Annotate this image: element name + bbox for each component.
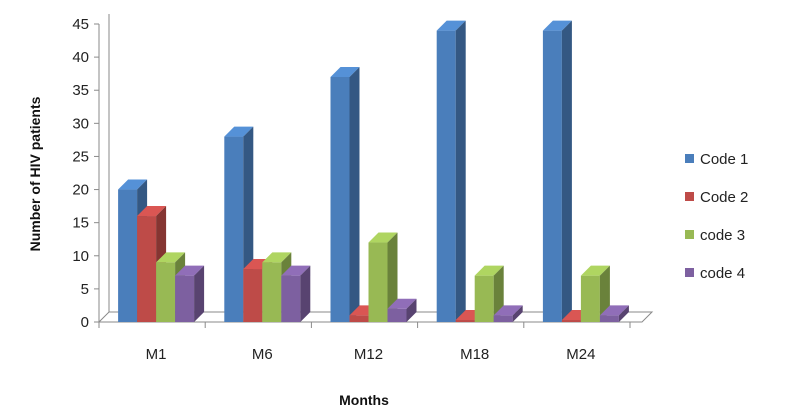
legend-item: code 3: [685, 227, 745, 244]
bar: [330, 66, 360, 322]
y-tick-label: 0: [81, 314, 89, 331]
legend-label: Code 2: [700, 189, 748, 206]
bar-front: [542, 30, 562, 322]
x-tick-label: M6: [252, 346, 273, 363]
bar-top: [175, 265, 205, 276]
legend: Code 1 Code 2 code 3 code 4: [685, 151, 748, 282]
bar-front: [474, 275, 494, 322]
bar-front: [561, 320, 581, 322]
bar-top: [493, 305, 523, 316]
bar-top: [387, 298, 417, 309]
x-tick-label: M12: [354, 346, 383, 363]
bar-front: [580, 275, 600, 322]
legend-label: code 4: [700, 265, 745, 282]
bar-top: [224, 126, 254, 137]
bar-side: [618, 305, 629, 322]
bar-top: [281, 265, 311, 276]
bar-top: [330, 66, 360, 77]
bar-top: [436, 20, 466, 31]
bar-front: [243, 269, 263, 322]
y-tick-label: 40: [72, 49, 89, 66]
bar-top: [580, 265, 610, 276]
bar-front: [262, 262, 282, 322]
bar-front: [175, 275, 195, 322]
bar-top: [542, 20, 572, 31]
bar-top: [368, 232, 398, 243]
bar: [599, 305, 629, 322]
bar-front: [118, 189, 138, 322]
bars: [118, 20, 629, 322]
bar-front: [368, 242, 388, 322]
bar-front: [330, 76, 350, 322]
bar-side: [561, 20, 572, 322]
bar-front: [137, 216, 157, 322]
legend-swatch: [685, 268, 694, 277]
y-tick-labels: 0 5 10 15 20 25 30 35 40 45: [72, 16, 89, 331]
y-tick-label: 5: [81, 281, 89, 298]
bar-top: [156, 252, 186, 263]
bar-front: [493, 315, 513, 322]
bar-front: [281, 275, 301, 322]
legend-swatch: [685, 192, 694, 201]
bar-front: [349, 315, 369, 322]
bar-top: [262, 252, 292, 263]
x-tick-label: M24: [566, 346, 595, 363]
bar-front: [387, 308, 407, 322]
legend-item: Code 1: [685, 151, 748, 168]
legend-item: code 4: [685, 265, 745, 282]
bar-top: [118, 179, 148, 190]
bar-side: [349, 66, 360, 322]
bar-top: [137, 206, 167, 217]
bar: [542, 20, 572, 322]
legend-item: Code 2: [685, 189, 748, 206]
x-tick-label: M18: [460, 346, 489, 363]
x-tick-label: M1: [146, 346, 167, 363]
y-axis-title: Number of HIV patients: [27, 96, 43, 251]
bar: [368, 232, 398, 322]
bar-front: [599, 315, 619, 322]
legend-label: Code 1: [700, 151, 748, 168]
bar-side: [406, 298, 417, 322]
bar-front: [436, 30, 456, 322]
bar-front: [455, 320, 475, 322]
x-tick-labels: M1 M6 M12 M18 M24: [146, 346, 596, 363]
y-tick-label: 10: [72, 248, 89, 265]
bar-side: [387, 232, 398, 322]
legend-swatch: [685, 154, 694, 163]
bar-front: [156, 262, 176, 322]
bar: [493, 305, 523, 322]
y-tick-label: 25: [72, 148, 89, 165]
legend-swatch: [685, 230, 694, 239]
y-tick-label: 30: [72, 115, 89, 132]
y-tick-label: 20: [72, 182, 89, 199]
bar-front: [224, 136, 244, 322]
bar-top: [599, 305, 629, 316]
bar: [175, 265, 205, 322]
bar: [436, 20, 466, 322]
legend-label: code 3: [700, 227, 745, 244]
y-tick-label: 35: [72, 82, 89, 99]
bar-side: [455, 20, 466, 322]
x-axis-title: Months: [339, 392, 389, 408]
bar-side: [300, 265, 311, 322]
bar-side: [194, 265, 205, 322]
bar-top: [474, 265, 504, 276]
bar: [387, 298, 417, 322]
y-tick-label: 45: [72, 16, 89, 33]
bar-side: [512, 305, 523, 322]
y-tick-label: 15: [72, 215, 89, 232]
bar: [281, 265, 311, 322]
